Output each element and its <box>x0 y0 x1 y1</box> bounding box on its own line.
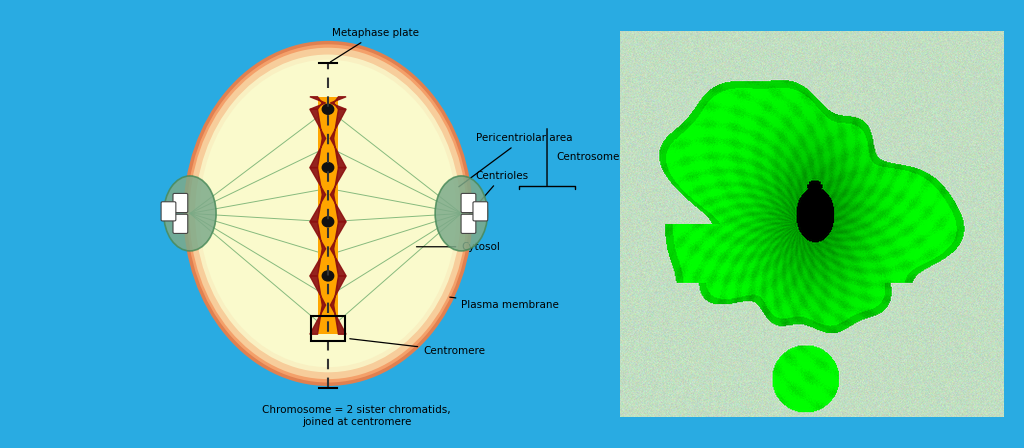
Polygon shape <box>310 222 326 276</box>
Polygon shape <box>310 168 326 222</box>
Polygon shape <box>331 276 346 334</box>
Text: Centrioles: Centrioles <box>468 171 528 215</box>
Polygon shape <box>331 222 346 276</box>
FancyBboxPatch shape <box>173 194 187 213</box>
Bar <box>311 315 345 340</box>
FancyBboxPatch shape <box>161 202 176 221</box>
Ellipse shape <box>189 48 467 379</box>
Ellipse shape <box>200 60 457 367</box>
FancyBboxPatch shape <box>473 202 487 221</box>
Circle shape <box>323 271 334 281</box>
Text: Plasma membrane: Plasma membrane <box>450 297 559 310</box>
Text: Pericentriolar area: Pericentriolar area <box>459 134 572 187</box>
Circle shape <box>323 217 334 227</box>
Polygon shape <box>331 97 346 109</box>
Text: Metaphase plate: Metaphase plate <box>331 28 419 62</box>
FancyBboxPatch shape <box>173 214 187 233</box>
Polygon shape <box>310 97 326 109</box>
Polygon shape <box>310 276 326 334</box>
Circle shape <box>323 104 334 114</box>
Circle shape <box>323 163 334 172</box>
Ellipse shape <box>196 55 461 372</box>
FancyBboxPatch shape <box>461 214 476 233</box>
Text: Centromere: Centromere <box>350 339 485 356</box>
Polygon shape <box>331 109 346 168</box>
Text: Cytosol: Cytosol <box>417 242 500 252</box>
Text: Chromosome = 2 sister chromatids,
joined at centromere: Chromosome = 2 sister chromatids, joined… <box>262 405 451 426</box>
Ellipse shape <box>164 176 216 251</box>
Polygon shape <box>331 168 346 222</box>
Bar <box>317 97 339 334</box>
Text: Centrosome: Centrosome <box>557 152 620 162</box>
Ellipse shape <box>435 176 487 251</box>
Polygon shape <box>310 109 326 168</box>
FancyBboxPatch shape <box>461 194 476 213</box>
Ellipse shape <box>185 43 471 384</box>
